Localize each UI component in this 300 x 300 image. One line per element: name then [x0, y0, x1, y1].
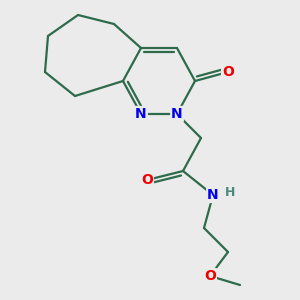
- Text: N: N: [207, 188, 219, 202]
- Text: O: O: [141, 173, 153, 187]
- Text: N: N: [171, 107, 183, 121]
- Text: H: H: [224, 185, 235, 199]
- Text: O: O: [222, 65, 234, 79]
- Text: O: O: [204, 269, 216, 283]
- Text: N: N: [135, 107, 147, 121]
